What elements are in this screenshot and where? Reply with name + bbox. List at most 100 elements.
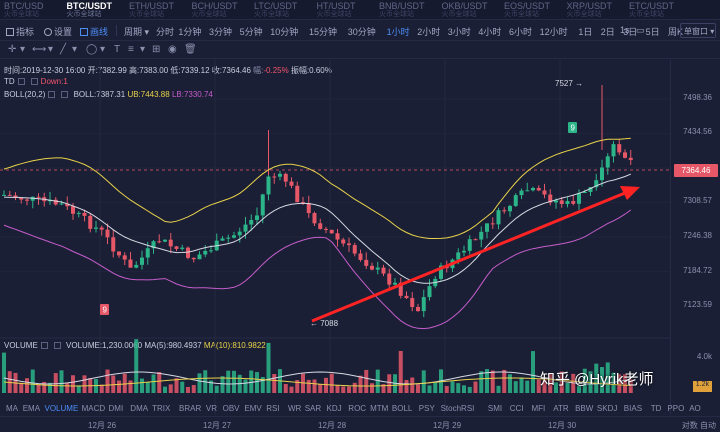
indicators-button[interactable]: 指标 — [6, 25, 34, 38]
interval-option[interactable]: 12小时 — [539, 27, 568, 37]
crosshair-icon[interactable]: ✛ — [8, 44, 17, 55]
indicator-tab[interactable]: MTM — [370, 404, 389, 413]
chevron-down-icon[interactable]: ▾ — [20, 44, 26, 55]
indicator-tab[interactable]: BOLL — [391, 404, 413, 413]
indicator-tab[interactable]: SAR — [304, 404, 322, 413]
chevron-down-icon[interactable]: ▾ — [100, 44, 106, 55]
volume-bar — [623, 374, 627, 393]
text-tool-icon[interactable]: T — [114, 44, 121, 55]
candle-body — [496, 210, 501, 225]
interval-option[interactable]: 1小时 — [386, 27, 410, 37]
ticker-tab[interactable]: HT/USDT 火币全球站 — [317, 2, 381, 19]
candle-body — [398, 282, 403, 296]
interval-option[interactable]: 3日 — [623, 27, 638, 37]
trend-line-icon[interactable]: ╱ — [60, 44, 67, 55]
draw-button[interactable]: 画线 — [80, 25, 108, 38]
scale-options[interactable]: 对数 自动 — [681, 421, 716, 430]
interval-option[interactable]: 4小时 — [478, 27, 502, 37]
volume-bar — [306, 379, 311, 393]
indicator-tab[interactable]: WR — [288, 404, 302, 413]
indicator-tab[interactable]: BRAR — [179, 404, 202, 413]
candle-body — [145, 248, 150, 258]
indicator-tab[interactable]: ROC — [348, 404, 367, 413]
interval-option[interactable]: 周K — [668, 27, 684, 37]
ticker-tab[interactable]: LTC/USDT 火币全球站 — [254, 2, 318, 19]
chevron-down-icon[interactable]: ▾ — [140, 44, 146, 55]
fibonacci-icon[interactable]: ≡ — [128, 44, 134, 55]
td-info: TD Down:1 — [4, 77, 68, 86]
interval-option[interactable]: 2日 — [600, 27, 615, 37]
indicator-tab[interactable]: TRIX — [152, 404, 171, 413]
volume-bar — [387, 374, 392, 393]
td-settings-icon[interactable] — [30, 78, 38, 85]
indicator-tab[interactable]: VR — [205, 404, 218, 413]
indicator-tab[interactable]: PSY — [418, 404, 435, 413]
grid-icon[interactable]: ▭ — [636, 25, 645, 35]
indicator-tab[interactable]: AO — [689, 404, 701, 413]
ticker-tab[interactable]: OKB/USDT 火币全球站 — [442, 2, 506, 19]
ticker-tab[interactable]: BTC/USDT 火币全球站 — [67, 2, 131, 19]
ticker-tab[interactable]: EOS/USDT 火币全球站 — [504, 2, 568, 19]
indicator-tab[interactable]: VOLUME — [44, 404, 79, 413]
indicator-tab[interactable]: CCI — [509, 404, 524, 413]
candle-body — [272, 176, 277, 178]
seconds-button[interactable]: 1s — [620, 25, 630, 35]
settings-button[interactable]: 设置 — [44, 25, 72, 38]
indicator-tab[interactable]: BIAS — [623, 404, 643, 413]
interval-option[interactable]: 6小时 — [509, 27, 533, 37]
indicator-tab[interactable]: DMA — [130, 404, 149, 413]
chevron-down-icon[interactable]: ▾ — [48, 44, 54, 55]
volume-settings-icon[interactable] — [53, 342, 61, 349]
ticker-tab[interactable]: BTC/USD 火币全球站 — [4, 2, 68, 19]
indicator-tab[interactable]: RSI — [266, 404, 280, 413]
indicator-tab[interactable]: KDJ — [326, 404, 342, 413]
ray-line-icon[interactable]: ⟷ — [32, 44, 47, 55]
boll-visibility-icon[interactable] — [48, 91, 56, 98]
interval-option[interactable]: 1日 — [578, 27, 593, 37]
period-dropdown[interactable]: 周期 ▾ — [124, 27, 150, 37]
indicator-tab[interactable]: EMA — [22, 404, 41, 413]
shape-icon[interactable]: ◯ — [86, 44, 98, 55]
measure-icon[interactable]: ⊞ — [152, 44, 161, 55]
interval-option[interactable]: 15分钟 — [309, 27, 338, 37]
interval-option[interactable]: 1分钟 — [178, 27, 202, 37]
indicator-tab[interactable]: MFI — [531, 404, 546, 413]
indicator-tab[interactable]: PPO — [667, 404, 685, 413]
indicator-tab[interactable]: MA — [6, 404, 18, 413]
interval-option[interactable]: 2小时 — [417, 27, 441, 37]
trash-icon[interactable]: 🗑 — [184, 44, 197, 55]
interval-option[interactable]: 5分钟 — [239, 27, 263, 37]
interval-option[interactable]: 3分钟 — [209, 27, 233, 37]
indicator-tab[interactable]: MACD — [81, 404, 106, 413]
volume-visibility-icon[interactable] — [40, 342, 48, 349]
indicator-tab[interactable]: OBV — [222, 404, 240, 413]
pane-select[interactable]: 单窗口 ▾ — [680, 23, 716, 38]
volume-bar — [283, 383, 288, 393]
indicator-tab[interactable]: EMV — [244, 404, 262, 413]
td-visibility-icon[interactable] — [17, 78, 25, 85]
indicator-tab[interactable]: SKDJ — [596, 404, 618, 413]
boll-settings-icon[interactable] — [61, 91, 69, 98]
interval-option[interactable]: 3小时 — [447, 27, 471, 37]
candle-body — [375, 267, 380, 270]
interval-option[interactable]: 10分钟 — [270, 27, 299, 37]
interval-option[interactable]: 分时 — [156, 27, 175, 37]
indicator-tab[interactable]: SMI — [487, 404, 503, 413]
ticker-tab[interactable]: XRP/USDT 火币全球站 — [567, 2, 631, 19]
chevron-down-icon[interactable]: ▾ — [72, 44, 78, 55]
ticker-tab[interactable]: ETC/USDT 火币全球站 — [629, 2, 693, 19]
indicator-tab[interactable]: StochRSI — [440, 404, 475, 413]
candle-body — [623, 152, 627, 158]
indicator-tab[interactable]: DMI — [108, 404, 124, 413]
volume-bar — [462, 385, 466, 393]
indicator-tab[interactable]: BBW — [575, 404, 594, 413]
interval-option[interactable]: 5日 — [645, 27, 660, 37]
ticker-tab[interactable]: BNB/USDT 火币全球站 — [379, 2, 443, 19]
indicator-tab[interactable]: TD — [650, 404, 662, 413]
ticker-tab[interactable]: BCH/USDT 火币全球站 — [192, 2, 256, 19]
eye-icon[interactable]: ◉ — [168, 44, 177, 55]
indicator-tab[interactable]: ATR — [553, 404, 569, 413]
interval-option[interactable]: 30分钟 — [347, 27, 376, 37]
ticker-tab[interactable]: ETH/USDT 火币全球站 — [129, 2, 193, 19]
